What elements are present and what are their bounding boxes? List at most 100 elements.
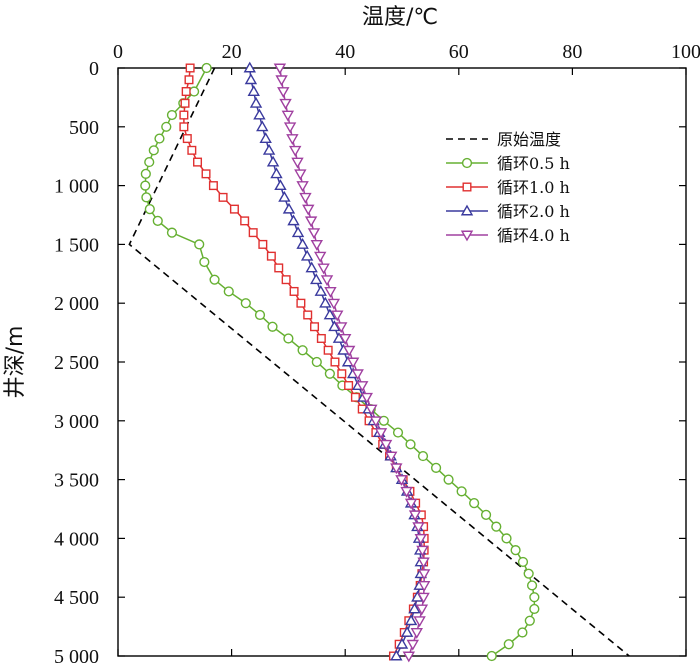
data-point-square — [344, 381, 354, 391]
legend-entry-4: 循环4.0 h — [446, 226, 570, 245]
data-point-triangle-down — [281, 110, 295, 122]
data-point-circle — [267, 321, 278, 332]
series-group — [128, 61, 630, 663]
data-point-circle — [209, 274, 220, 285]
data-point-triangle-up — [328, 320, 341, 332]
data-point-square — [274, 263, 284, 273]
data-point-triangle-up — [305, 261, 318, 273]
data-point-triangle-up — [274, 179, 287, 191]
data-point-triangle-down — [365, 404, 378, 416]
legend-entry-0: 原始温度 — [446, 130, 561, 149]
data-point-triangle-down — [410, 628, 423, 639]
y-tick-label: 5 000 — [54, 646, 99, 664]
y-tick-label: 4 000 — [54, 528, 99, 550]
data-point-circle — [201, 62, 212, 74]
data-point-triangle-down — [299, 192, 312, 204]
data-point-circle — [152, 215, 163, 226]
data-point-circle — [199, 256, 210, 268]
data-point-triangle-down — [324, 286, 337, 298]
data-point-triangle-down — [417, 580, 431, 592]
data-point-square — [248, 228, 258, 238]
data-point-circle — [517, 556, 529, 568]
data-point-square — [179, 110, 189, 120]
data-point-circle — [148, 145, 159, 156]
data-point-triangle-down — [369, 416, 383, 428]
data-point-triangle-up — [395, 637, 409, 649]
data-point-circle — [283, 333, 294, 344]
data-point-square — [310, 322, 320, 332]
data-point-triangle-up — [266, 155, 280, 167]
data-point-triangle-down — [275, 75, 288, 87]
data-point-triangle-down — [304, 216, 318, 228]
data-point-square — [462, 182, 472, 192]
data-point-square — [181, 87, 191, 97]
data-point-triangle-down — [331, 310, 344, 322]
data-point-triangle-up — [278, 190, 291, 202]
data-point-triangle-up — [404, 614, 418, 626]
data-point-triangle-down — [360, 392, 373, 404]
x-tick-label: 60 — [449, 41, 469, 63]
data-point-triangle-up — [400, 626, 414, 637]
legend-label: 原始温度 — [497, 130, 561, 149]
data-point-triangle-up — [249, 96, 263, 108]
data-point-circle — [461, 157, 473, 169]
data-point-triangle-down — [395, 475, 408, 487]
data-point-triangle-down — [277, 87, 290, 98]
data-point-triangle-down — [289, 145, 302, 157]
data-point-triangle-down — [415, 604, 429, 616]
data-point-triangle-down — [408, 510, 422, 522]
data-point-triangle-down — [294, 169, 307, 181]
data-point-triangle-up — [259, 132, 272, 144]
data-point-triangle-down — [342, 345, 356, 357]
data-point-triangle-down — [406, 639, 419, 651]
data-point-triangle-up — [310, 273, 323, 285]
data-point-triangle-down — [374, 428, 388, 439]
y-tick-label: 3 500 — [54, 470, 99, 492]
data-point-triangle-up — [256, 120, 269, 132]
data-point-triangle-down — [414, 533, 427, 545]
data-point-triangle-up — [282, 202, 296, 214]
data-point-circle — [297, 345, 308, 356]
data-point-triangle-down — [417, 557, 430, 569]
data-point-triangle-down — [346, 357, 360, 369]
data-point-triangle-down — [460, 230, 474, 242]
data-point-triangle-down — [351, 369, 364, 381]
data-point-square — [289, 286, 299, 296]
series-line — [183, 67, 425, 657]
data-point-square — [187, 145, 197, 155]
data-point-circle — [311, 356, 322, 368]
data-point-circle — [144, 204, 155, 215]
data-point-triangle-down — [286, 134, 299, 145]
y-tick-label: 3 000 — [54, 411, 99, 433]
data-point-triangle-up — [243, 61, 256, 73]
data-point-square — [266, 251, 276, 261]
data-point-square — [258, 239, 268, 249]
data-point-triangle-down — [379, 439, 393, 451]
data-point-circle — [510, 545, 521, 556]
y-axis-title: 井深/m — [3, 326, 28, 399]
data-point-circle — [144, 156, 155, 168]
data-point-circle — [189, 86, 200, 97]
data-point-triangle-up — [291, 226, 305, 238]
data-point-circle — [140, 168, 151, 179]
data-point-triangle-up — [253, 108, 266, 120]
data-point-square — [180, 98, 190, 108]
data-point-circle — [141, 192, 152, 203]
data-point-circle — [417, 450, 429, 462]
legend-entry-2: 循环1.0 h — [446, 178, 570, 197]
data-point-triangle-down — [296, 181, 309, 193]
y-tick-label: 1 500 — [54, 234, 99, 256]
series-line — [144, 67, 536, 657]
data-point-circle — [166, 227, 178, 238]
data-point-triangle-down — [385, 451, 398, 463]
data-point-circle — [524, 615, 535, 626]
legend-entry-1: 循环0.5 h — [446, 154, 570, 173]
data-point-triangle-up — [270, 167, 283, 179]
data-point-triangle-up — [390, 649, 403, 661]
series-4 — [273, 63, 431, 663]
data-point-square — [193, 157, 203, 167]
data-point-circle — [526, 580, 538, 591]
data-point-circle — [194, 239, 205, 250]
